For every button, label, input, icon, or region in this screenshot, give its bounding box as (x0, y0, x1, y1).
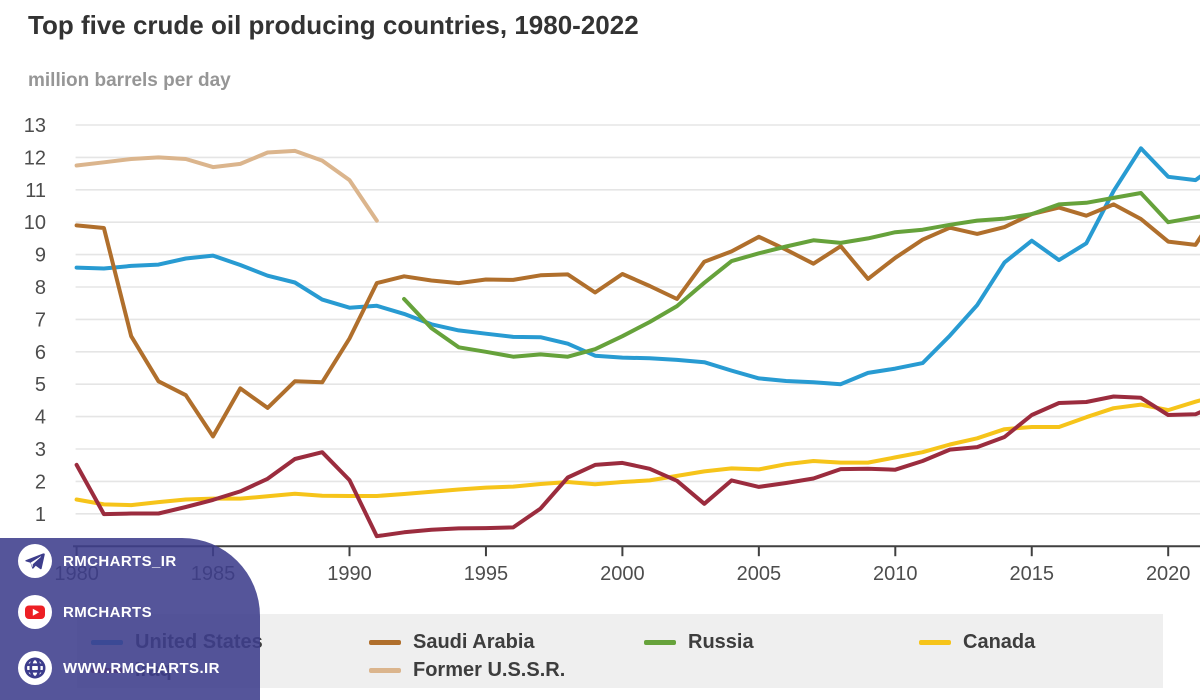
y-axis-label: 3 (35, 439, 46, 461)
y-axis-label: 4 (35, 407, 46, 429)
legend-swatch-canada (919, 639, 951, 645)
legend-swatch-former-ussr (369, 667, 401, 673)
x-axis-label: 2000 (600, 563, 645, 585)
legend-item-saudi-arabia[interactable]: Saudi Arabia (369, 630, 535, 654)
globe-icon (18, 651, 52, 685)
chart-title: Top five crude oil producing countries, … (28, 10, 639, 40)
legend-label: Saudi Arabia (413, 630, 535, 653)
x-axis-label: 1995 (464, 563, 509, 585)
y-axis-label: 9 (35, 245, 46, 267)
y-axis-label: 13 (24, 115, 46, 137)
y-axis-label: 5 (35, 374, 46, 396)
legend-swatch-russia (644, 639, 676, 645)
youtube-icon (18, 595, 52, 629)
x-axis-label: 2005 (737, 563, 782, 585)
legend-swatch-saudi-arabia (369, 639, 401, 645)
y-axis-label: 1 (35, 504, 46, 526)
watermark-website-link[interactable]: WWW.RMCHARTS.IR (18, 651, 220, 685)
series-line-united-states (74, 146, 1200, 387)
series-line-canada (74, 398, 1200, 508)
series-line-iraq (74, 394, 1200, 539)
y-axis-label: 11 (25, 180, 46, 202)
y-axis-label: 6 (35, 342, 46, 364)
legend-label: Russia (688, 630, 754, 653)
watermark-youtube-label: RMCHARTS (63, 603, 153, 621)
x-axis-label: 2020 (1146, 563, 1191, 585)
legend-label: Canada (963, 630, 1036, 653)
telegram-icon (18, 544, 52, 578)
y-axis-label: 8 (35, 277, 46, 299)
x-axis-label: 2010 (873, 563, 918, 585)
watermark-telegram-label: RMCHARTS_IR (63, 552, 177, 570)
series-line-former-u-s-s-r- (74, 148, 379, 223)
chart-subtitle: million barrels per day (28, 70, 231, 91)
watermark-panel: RMCHARTS_IR RMCHARTS WWW.RMCHARTS.IR (0, 538, 260, 700)
y-axis-label: 7 (35, 309, 46, 331)
watermark-telegram-link[interactable]: RMCHARTS_IR (18, 544, 177, 578)
legend-item-russia[interactable]: Russia (644, 630, 754, 654)
y-axis-label: 10 (24, 212, 46, 234)
watermark-youtube-link[interactable]: RMCHARTS (18, 595, 152, 629)
y-axis-label: 2 (35, 471, 46, 493)
legend-label: Former U.S.S.R. (413, 658, 566, 681)
series-line-russia (402, 191, 1200, 359)
legend-item-former-ussr[interactable]: Former U.S.S.R. (369, 658, 565, 682)
legend-item-canada[interactable]: Canada (919, 630, 1035, 654)
x-axis-label: 2015 (1010, 563, 1055, 585)
watermark-website-label: WWW.RMCHARTS.IR (63, 659, 220, 677)
x-axis-label: 1990 (327, 563, 372, 585)
y-axis-label: 12 (24, 147, 46, 169)
